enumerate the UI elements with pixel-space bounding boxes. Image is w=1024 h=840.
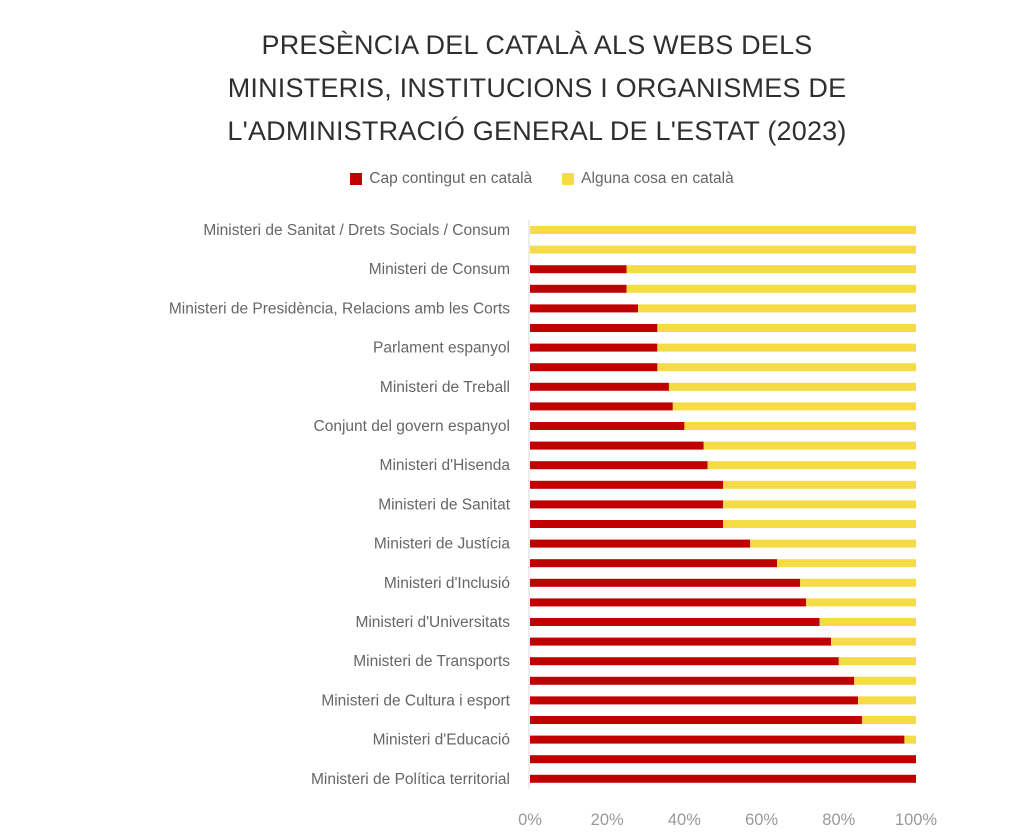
bar-some-catalan [831,637,916,646]
bar-no-catalan [530,265,627,274]
legend-swatch-some-catalan [562,173,575,185]
bar-some-catalan [723,480,916,489]
bar-no-catalan [530,539,751,548]
bar-no-catalan [530,480,723,489]
bar-some-catalan [854,676,916,685]
legend-swatch-no-catalan [350,173,363,185]
bar-no-catalan [530,716,862,724]
bar-no-catalan [530,402,673,411]
bar-no-catalan [530,382,669,391]
bar-no-catalan [530,774,916,783]
category-label: Ministeri de Treball [380,379,510,396]
category-label: Ministeri de Política territorial [311,771,510,788]
chart-title: PRESÈNCIA DEL CATALÀ ALS WEBS DELS MINIS… [0,24,1024,153]
bar-some-catalan [672,402,916,411]
bar-no-catalan [530,696,859,705]
bar-no-catalan [530,422,685,430]
legend-label-no-catalan: Cap contingut en català [369,170,533,187]
bar-no-catalan [530,657,839,666]
bar-no-catalan [530,363,658,372]
bar-some-catalan [819,618,916,626]
bar-no-catalan [530,441,704,450]
bar-no-catalan [530,755,916,764]
bar-no-catalan [530,343,658,352]
x-tick-label: 60% [745,811,778,829]
bar-no-catalan [530,598,806,607]
bar-some-catalan [657,324,916,332]
x-tick-label: 100% [895,811,938,829]
bar-no-catalan [530,500,723,509]
category-label: Ministeri de Consum [369,261,510,278]
bar-some-catalan [838,657,916,666]
category-label: Ministeri d'Universitats [355,614,510,631]
bar-no-catalan [530,304,639,313]
bar-some-catalan [723,500,916,509]
bar-no-catalan [530,559,778,568]
category-label: Ministeri de Transports [353,653,510,670]
category-label: Ministeri d'Hisenda [380,457,511,474]
bar-no-catalan [530,578,801,587]
bar-some-catalan [723,520,916,528]
bar-some-catalan [626,284,916,293]
chart-legend: Cap contingut en català Alguna cosa en c… [0,170,1024,188]
bar-no-catalan [530,735,905,744]
bar-no-catalan [530,520,723,528]
bar-some-catalan [904,735,916,744]
category-label: Parlament espanyol [373,340,510,357]
chart-title-line-2: MINISTERIS, INSTITUCIONS I ORGANISMES DE [227,73,847,103]
bar-some-catalan [626,265,916,274]
bar-no-catalan [530,284,627,293]
bar-no-catalan [530,618,820,626]
bar-some-catalan [707,461,916,470]
bar-no-catalan [530,676,855,685]
bar-some-catalan [805,598,916,607]
category-label: Ministeri de Sanitat [378,496,511,513]
x-tick-label: 80% [822,811,855,829]
legend-label-some-catalan: Alguna cosa en català [581,170,734,187]
legend-item-no-catalan: Cap contingut en català [350,170,532,188]
bar-some-catalan [800,578,916,587]
bar-no-catalan [530,324,658,332]
category-label: Ministeri de Sanitat / Drets Socials / C… [203,222,510,239]
bar-some-catalan [684,422,916,430]
bar-some-catalan [777,559,916,568]
x-tick-label: 0% [518,811,542,829]
bar-some-catalan [530,226,916,234]
bar-no-catalan [530,637,832,646]
legend-item-some-catalan: Alguna cosa en català [562,170,734,188]
bar-no-catalan [530,461,708,470]
category-label: Ministeri de Presidència, Relacions amb … [169,300,510,317]
category-label: Ministeri de Cultura i esport [321,692,510,709]
chart-title-line-3: L'ADMINISTRACIÓ GENERAL DE L'ESTAT (2023… [227,116,847,146]
bar-some-catalan [657,343,916,352]
bar-some-catalan [668,382,916,391]
category-label: Ministeri d'Inclusió [384,575,510,592]
bar-some-catalan [861,716,916,724]
x-tick-label: 40% [668,811,701,829]
bar-some-catalan [638,304,916,313]
bar-some-catalan [530,245,916,254]
bar-some-catalan [657,363,916,372]
bar-some-catalan [858,696,916,705]
category-label: Conjunt del govern espanyol [314,418,510,435]
category-label: Ministeri de Justícia [374,536,510,553]
chart-title-line-1: PRESÈNCIA DEL CATALÀ ALS WEBS DELS [261,30,813,60]
bar-some-catalan [750,539,916,548]
category-label: Ministeri d'Educació [373,732,510,749]
bar-some-catalan [703,441,916,450]
x-tick-label: 20% [591,811,624,829]
